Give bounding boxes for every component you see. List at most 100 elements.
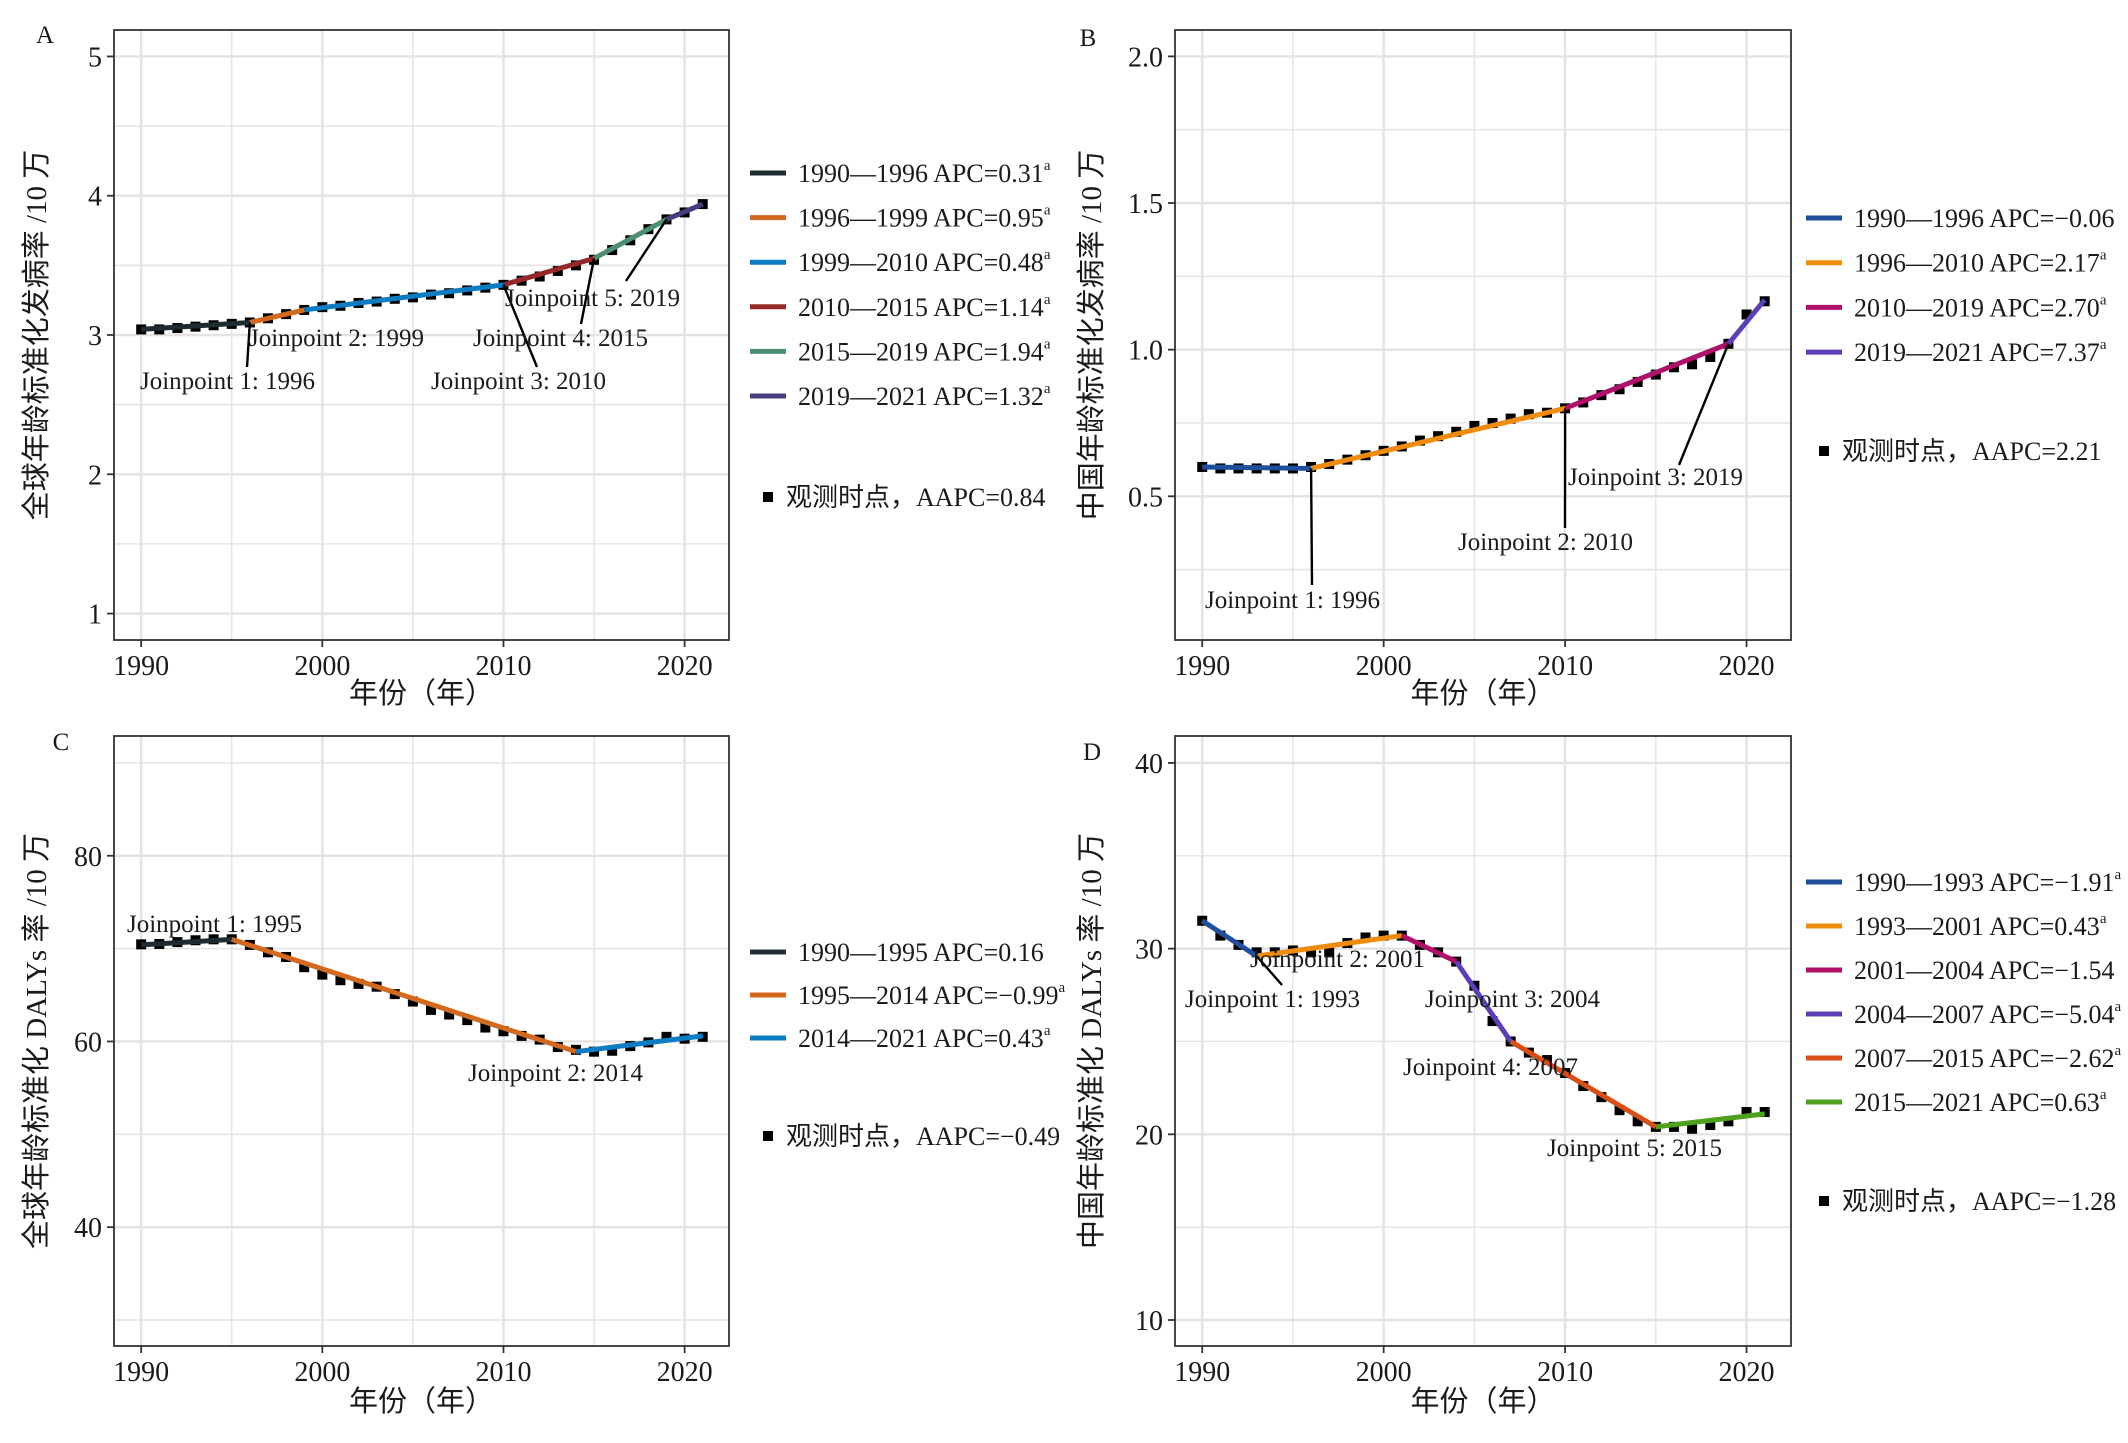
y-tick-label: 60 [74,1027,102,1058]
legend-entry-label: 2001—2004 APC=−1.54 [1854,956,2114,985]
joinpoint-label: Joinpoint 5: 2015 [1547,1135,1722,1162]
joinpoint-pointer-line [245,322,252,368]
legend-entry-label: 1990—1995 APC=0.16 [798,938,1044,967]
legend-entry-label: 1999—2010 APC=0.48 [798,248,1044,277]
x-tick-label: 2000 [1356,1357,1412,1388]
observed-point [426,1004,437,1015]
y-tick-label: 5 [88,42,102,73]
fitted-segment-line [141,936,232,948]
joinpoint-label: Joinpoint 4: 2015 [473,325,648,352]
joinpoint-pointer-line [502,284,539,368]
joinpoint-label: Joinpoint 1: 1993 [1185,986,1360,1013]
x-tick-label: 2010 [1537,1357,1593,1388]
observed-point [607,1045,618,1056]
legend-observed-label: 观测时点，AAPC=0.84 [786,483,1046,512]
x-tick-label: 1990 [113,651,169,682]
x-tick-label: 1990 [1174,1357,1230,1388]
y-tick-label: 2 [88,460,102,491]
y-axis-title: 全球年龄标准化发病率 /10 万 [20,150,53,521]
x-axis-title: 年份（年） [1410,677,1555,710]
legend-entry: 2010—2019 APC=2.70a [1854,292,2107,322]
observed-point [1687,1123,1698,1134]
fitted-segment-line [1256,933,1403,959]
joinpoint-label: Joinpoint 2: 2001 [1250,946,1425,973]
fitted-segment-line [575,1033,704,1055]
x-tick-label: 1990 [113,1357,169,1388]
legend-entry-label: 2019—2021 APC=7.37 [1854,338,2100,367]
legend-observed-label: 观测时点，AAPC=−1.28 [1842,1187,2116,1216]
joinpoint-label: Joinpoint 2: 2014 [468,1060,644,1087]
legend-entry-label: 1990—1996 APC=0.31 [798,159,1044,188]
legend-entry-label: 2015—2019 APC=1.94 [798,337,1044,366]
panel-letter: B [1080,25,1097,52]
fitted-segment-line [230,936,577,1055]
observed-point [480,1022,491,1033]
joinpoint-pointer-line [624,218,668,282]
observed-point [1741,309,1752,320]
y-axis-title: 中国年龄标准化发病率 /10 万 [1075,150,1108,521]
legend-entry-label: 2014—2021 APC=0.43 [798,1024,1044,1053]
observed-point [1378,930,1389,941]
panel-a: 1990 2000 2010 2020 1 2 3 4 5 年份（年） 全球年龄标准化发病率 /10… [20,22,1051,710]
legend-entry-label: 2004—2007 APC=−5.04 [1854,1000,2114,1029]
observed-point [335,975,346,986]
y-tick-label: 4 [88,182,102,213]
fitted-segment-line [1310,405,1566,471]
joinpoint-label: Joinpoint 3: 2019 [1568,464,1743,491]
observed-point [317,969,328,980]
joinpoint-pointer-line [1677,343,1730,466]
y-tick-label: 1 [88,600,102,631]
x-tick-label: 2020 [657,651,713,682]
legend-entry-label: 2015—2021 APC=0.63 [1854,1088,2100,1117]
fitted-segment-line [1454,960,1513,1043]
fitted-segment-line [141,319,251,332]
x-tick-label: 2010 [475,651,531,682]
fitted-segment-line [1400,933,1458,964]
observed-point [1705,351,1716,362]
joinpoint-pointer-line [579,258,596,325]
legend-observed-marker [1819,446,1829,456]
legend-entry: 1993—2001 APC=0.43a [1854,911,2107,941]
x-axis-title: 年份（年） [349,1385,494,1418]
significance-superscript: a [1058,980,1065,996]
y-tick-label: 10 [1135,1306,1163,1337]
legend-entry-label: 2010—2019 APC=2.70 [1854,293,2100,322]
observed-point [444,1009,455,1020]
x-tick-label: 2000 [294,651,350,682]
observed-point [407,996,418,1007]
legend-observed-marker [763,492,773,502]
observed-point [1469,420,1480,431]
fitted-segment-line [249,307,305,325]
fitted-segment-line [303,282,504,313]
y-tick-label: 40 [74,1213,102,1244]
legend-entry-label: 1995—2014 APC=−0.99 [798,981,1058,1010]
x-tick-label: 2020 [1719,651,1775,682]
fitted-segment-line [592,217,668,261]
significance-superscript: a [2100,248,2107,264]
observed-point [1523,409,1534,420]
significance-superscript: a [2114,999,2121,1015]
significance-superscript: a [2114,867,2121,883]
legend-entry: 2010—2015 APC=1.14a [798,292,1051,322]
joinpoint-label: Joinpoint 3: 2004 [1425,986,1601,1013]
legend-entry: 2014—2021 APC=0.43a [798,1023,1051,1053]
legend-entry: 2019—2021 APC=7.37a [1854,337,2107,367]
joinpoint-label: Joinpoint 2: 2010 [1458,529,1633,556]
observed-point [1759,1107,1770,1118]
observed-point [1306,947,1317,958]
joinpoint-pointer-line [1255,955,1283,986]
panel-letter: C [53,729,70,756]
fitted-segment-line [502,256,595,288]
joinpoint-label: Joinpoint 1: 1995 [127,911,302,938]
panel-b: 1990 2000 2010 2020 0.5 1.0 1.5 2.0 年份（年） 中国年龄标准化… [1075,25,2114,710]
observed-point [1614,1105,1625,1116]
legend-entry-label: 1993—2001 APC=0.43 [1854,912,2100,941]
joinpoint-pointer-line [1309,468,1314,586]
legend-entry-label: 2007—2015 APC=−2.62 [1854,1044,2114,1073]
legend-entry-label: 2010—2015 APC=1.14 [798,293,1044,322]
legend-observed-marker [763,1131,773,1141]
legend-observed-label: 观测时点，AAPC=2.21 [1842,437,2102,466]
legend-entry-label: 1996—2010 APC=2.17 [1854,249,2100,278]
observed-point [1360,932,1371,943]
